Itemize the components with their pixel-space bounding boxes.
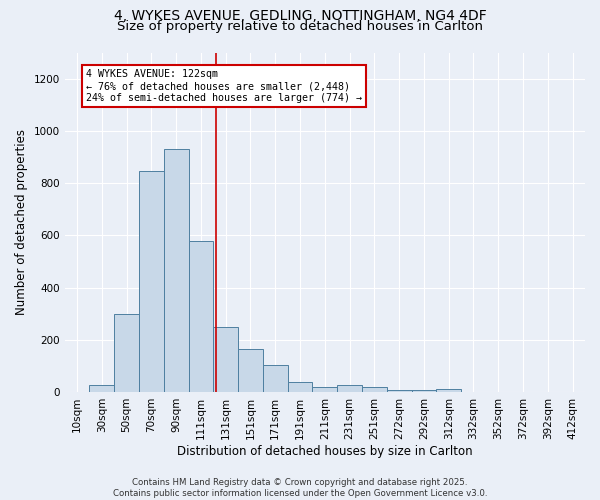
Bar bbox=[287, 382, 313, 392]
Bar bbox=[114, 314, 139, 392]
Bar bbox=[188, 240, 214, 392]
Text: 4, WYKES AVENUE, GEDLING, NOTTINGHAM, NG4 4DF: 4, WYKES AVENUE, GEDLING, NOTTINGHAM, NG… bbox=[113, 9, 487, 23]
Bar bbox=[313, 388, 337, 392]
Bar bbox=[436, 390, 461, 392]
Bar bbox=[362, 388, 387, 392]
Bar bbox=[412, 390, 436, 392]
Bar bbox=[164, 149, 188, 392]
Text: Contains HM Land Registry data © Crown copyright and database right 2025.
Contai: Contains HM Land Registry data © Crown c… bbox=[113, 478, 487, 498]
Text: Size of property relative to detached houses in Carlton: Size of property relative to detached ho… bbox=[117, 20, 483, 33]
Bar bbox=[387, 390, 412, 392]
Bar bbox=[238, 349, 263, 392]
Bar bbox=[139, 172, 164, 392]
Text: 4 WYKES AVENUE: 122sqm
← 76% of detached houses are smaller (2,448)
24% of semi-: 4 WYKES AVENUE: 122sqm ← 76% of detached… bbox=[86, 70, 362, 102]
X-axis label: Distribution of detached houses by size in Carlton: Distribution of detached houses by size … bbox=[177, 444, 473, 458]
Bar bbox=[263, 364, 287, 392]
Bar bbox=[89, 386, 114, 392]
Y-axis label: Number of detached properties: Number of detached properties bbox=[15, 129, 28, 315]
Bar bbox=[214, 327, 238, 392]
Bar bbox=[337, 386, 362, 392]
